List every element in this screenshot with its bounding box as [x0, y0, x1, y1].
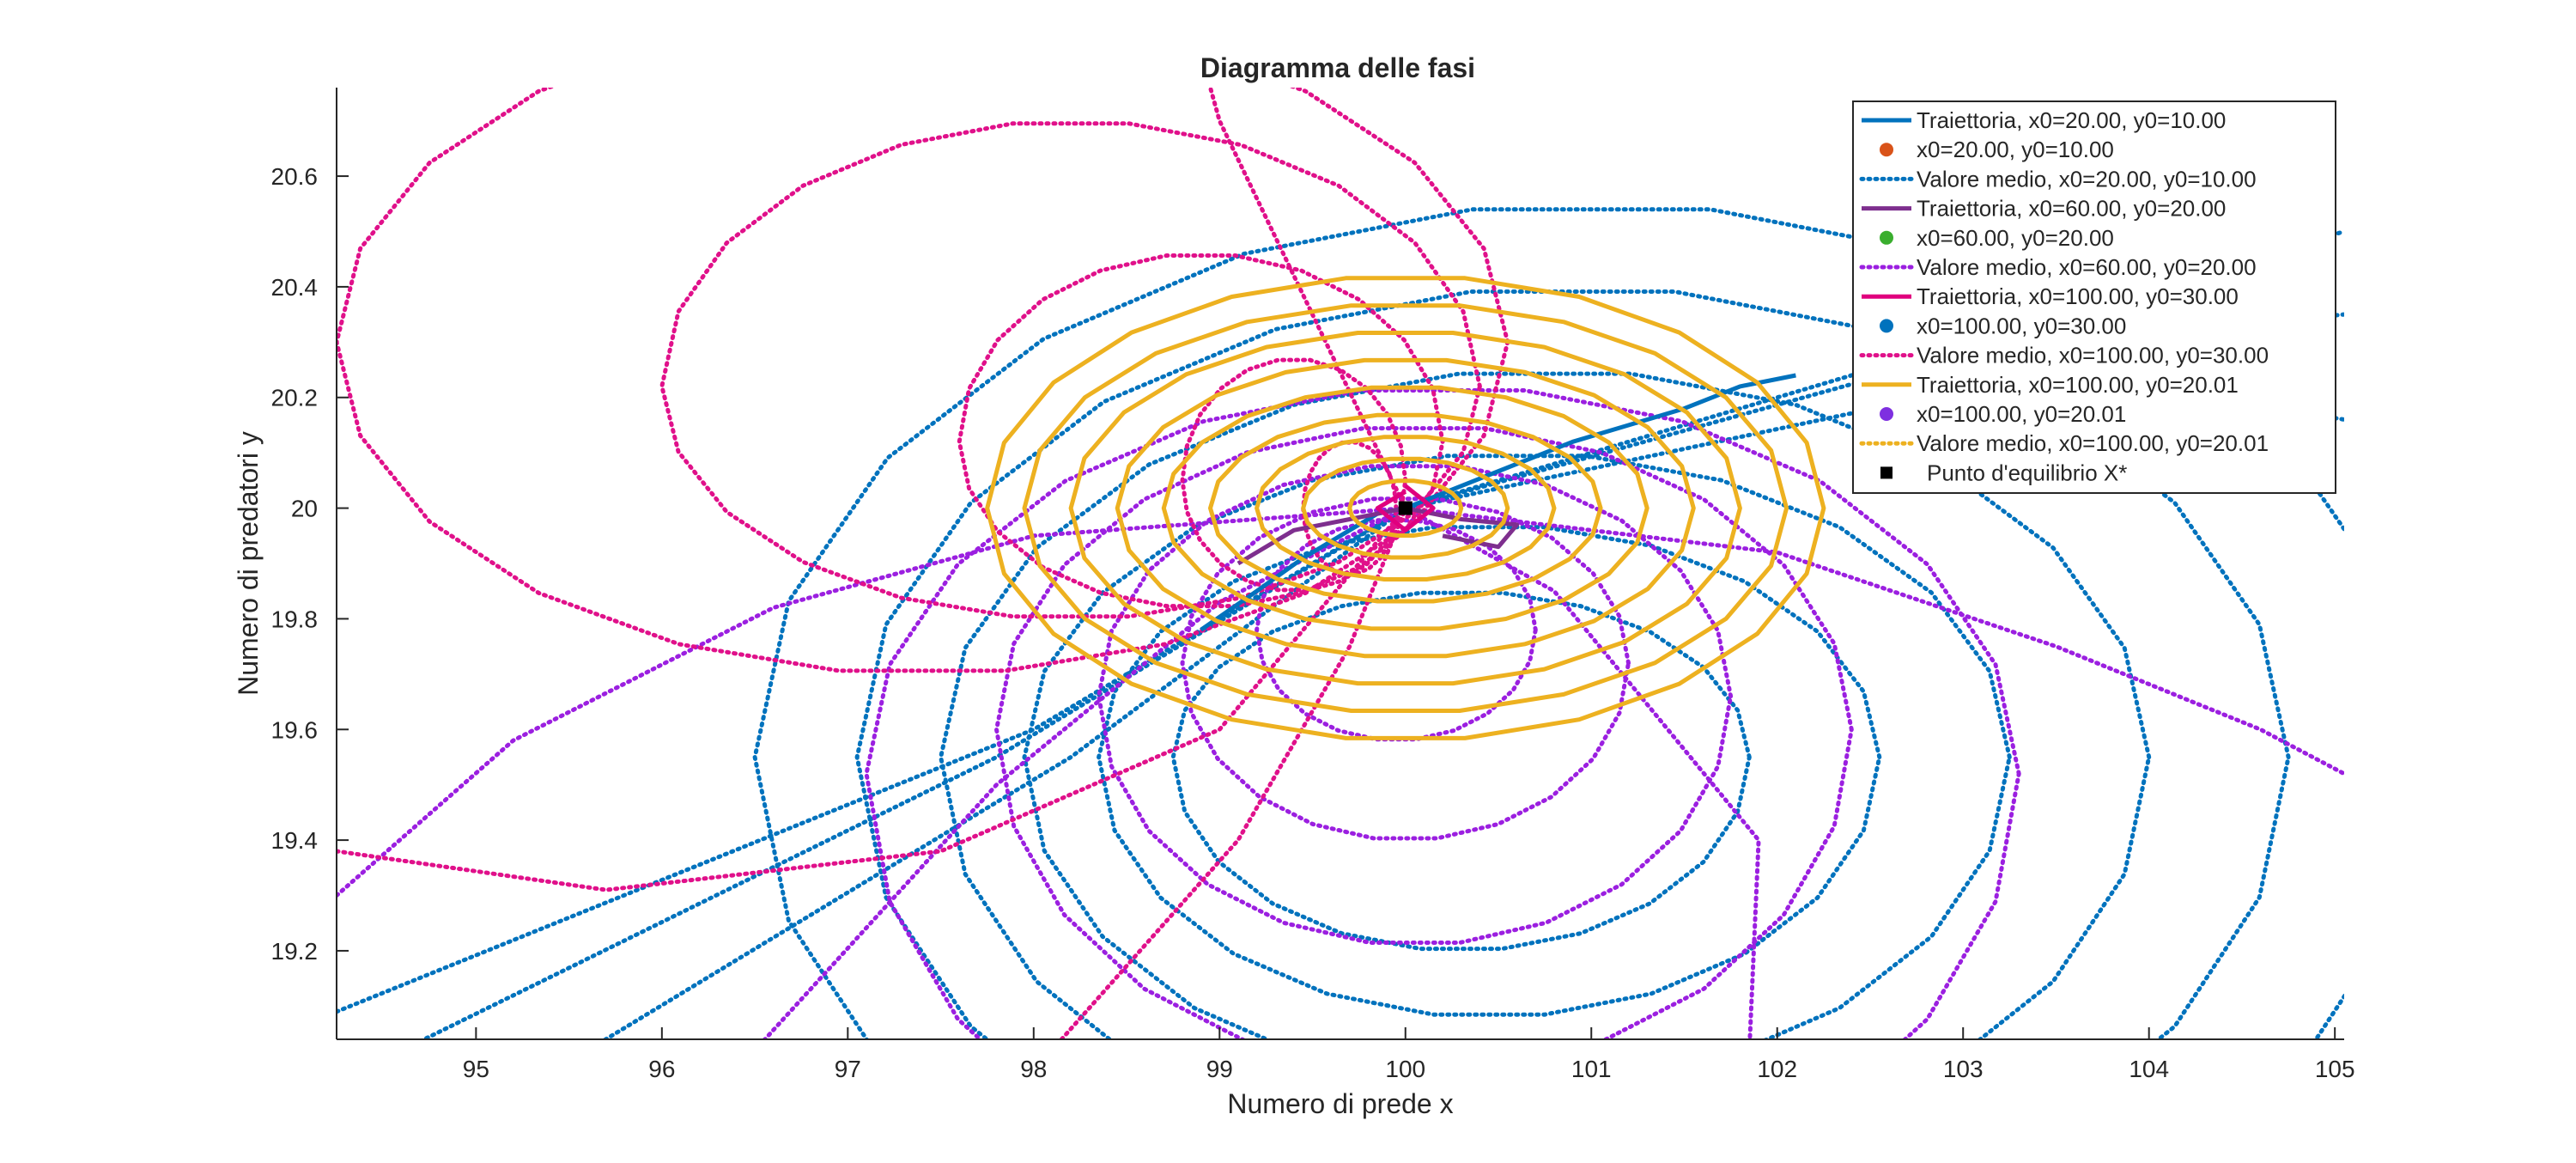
legend-label: Traiettoria, x0=100.00, y0=20.01: [1917, 372, 2239, 398]
legend-entry-12: Punto d'equilibrio X*: [1880, 460, 2127, 485]
legend-label: Traiettoria, x0=100.00, y0=30.00: [1917, 283, 2239, 309]
x-tick-label: 101: [1571, 1056, 1612, 1082]
y-tick-label: 20: [291, 496, 318, 522]
legend: Traiettoria, x0=20.00, y0=10.00 x0=20.00,…: [1852, 100, 2336, 494]
legend-label: Valore medio, x0=100.00, y0=30.00: [1917, 343, 2269, 368]
series-loop-1: [1097, 525, 1882, 1017]
legend-items: Traiettoria, x0=20.00, y0=10.00 x0=20.00,…: [1859, 107, 2269, 485]
x-tick-label: 104: [2129, 1056, 2169, 1082]
legend-label: x0=20.00, y0=10.00: [1917, 137, 2114, 162]
legend-label: Traiettoria, x0=60.00, y0=20.00: [1917, 196, 2226, 222]
legend-marker-dot: [1880, 319, 1893, 333]
y-tick-label: 20.6: [271, 163, 319, 190]
legend-label: Traiettoria, x0=20.00, y0=10.00: [1917, 107, 2226, 133]
series-loop-2: [1097, 464, 1734, 945]
series-loop-0: [1255, 518, 1538, 742]
legend-label: Valore medio, x0=100.00, y0=20.01: [1917, 430, 2269, 456]
series-loop-2: [1022, 454, 2012, 1039]
legend-marker-dot: [1880, 230, 1893, 245]
y-ticks: 19.2 19.4 19.6 19.8 20 20.2 20.4 20.6: [271, 163, 349, 965]
legend-entry-10: x0=100.00, y0=20.01: [1880, 401, 2126, 427]
series-trajectory-line: [1236, 506, 1520, 566]
legend-entry-8: Valore medio, x0=100.00, y0=30.00: [1859, 343, 2269, 368]
legend-label: Valore medio, x0=20.00, y0=10.00: [1917, 166, 2257, 192]
legend-label: x0=100.00, y0=30.00: [1917, 313, 2126, 338]
legend-entry-11: Valore medio, x0=100.00, y0=20.01: [1859, 430, 2269, 456]
series-loop-3: [659, 121, 1482, 619]
x-tick-label: 97: [835, 1056, 861, 1082]
legend-label: x0=60.00, y0=20.00: [1917, 225, 2114, 251]
series-loop-6: [1068, 331, 1742, 686]
series-loop-4: [1161, 385, 1649, 631]
series-2: [337, 88, 1510, 1039]
series-loop-4: [864, 388, 2021, 1039]
legend-entry-6: Traiettoria, x0=100.00, y0=30.00: [1862, 283, 2239, 309]
x-tick-label: 100: [1385, 1056, 1425, 1082]
x-tick-label: 103: [1943, 1056, 1984, 1082]
legend-label: Punto d'equilibrio X*: [1927, 460, 2127, 485]
y-tick-label: 19.8: [271, 606, 319, 632]
y-tick-label: 19.6: [271, 716, 319, 743]
series-loop-2: [1255, 435, 1557, 582]
x-axis-label: Numero di prede x: [1227, 1088, 1453, 1119]
chart-title: Diagramma delle fasi: [1200, 52, 1475, 83]
y-tick-label: 20.4: [271, 274, 319, 301]
legend-entry-3: Traiettoria, x0=60.00, y0=20.00: [1862, 196, 2226, 222]
y-tick-label: 19.2: [271, 938, 319, 965]
series-loop-7: [1022, 303, 1789, 713]
legend-entry-7: x0=100.00, y0=30.00: [1880, 313, 2126, 338]
x-tick-label: 99: [1206, 1056, 1233, 1082]
x-tick-label: 96: [648, 1056, 675, 1082]
x-tick-label: 105: [2315, 1056, 2355, 1082]
series-4: [1236, 506, 1520, 566]
series-loop-3: [939, 371, 2152, 1039]
x-tick-label: 98: [1020, 1056, 1047, 1082]
legend-entry-0: Traiettoria, x0=20.00, y0=10.00: [1862, 107, 2226, 133]
legend-entry-1: x0=20.00, y0=10.00: [1880, 137, 2114, 162]
series-loop-5: [1115, 357, 1696, 659]
legend-label: Valore medio, x0=60.00, y0=20.00: [1917, 254, 2257, 280]
series-loop-0: [1347, 478, 1464, 538]
legend-entry-2: Valore medio, x0=20.00, y0=10.00: [1859, 166, 2257, 192]
legend-box: [1852, 100, 2336, 494]
x-tick-label: 102: [1757, 1056, 1797, 1082]
legend-marker-dot: [1880, 143, 1893, 157]
equilibrium-layer: [1398, 501, 1413, 515]
series-loop-3: [1208, 412, 1603, 604]
axes: 95 96 97 98 99 100 101 102 103 104 105 19.219.419.…: [233, 88, 2355, 1119]
series-loop-3: [993, 426, 1854, 1039]
legend-marker-square: [1880, 466, 1893, 479]
legend-label: x0=100.00, y0=20.01: [1917, 401, 2126, 427]
series-loop-8: [985, 276, 1826, 740]
y-tick-label: 20.2: [271, 385, 319, 411]
series-ray-0: [337, 506, 1408, 892]
legend-entry-9: Traiettoria, x0=100.00, y0=20.01: [1862, 372, 2239, 398]
series-ray-2: [1403, 506, 1761, 1039]
series-ray-1: [762, 506, 1408, 1039]
legend-entry-4: x0=60.00, y0=20.00: [1880, 225, 2114, 251]
legend-entry-5: Valore medio, x0=60.00, y0=20.00: [1859, 254, 2257, 280]
legend-marker-dot: [1880, 407, 1893, 421]
y-tick-label: 19.4: [271, 827, 319, 854]
series-6: [985, 276, 1826, 740]
series-5: [1375, 484, 1436, 533]
series-trajectory-line: [1375, 484, 1436, 533]
series-loop-1: [1301, 456, 1510, 560]
x-tick-label: 95: [463, 1056, 489, 1082]
y-axis-label: Numero di predatori y: [233, 431, 264, 696]
equilibrium-point-marker: [1398, 501, 1413, 515]
x-ticks: 95 96 97 98 99 100 101 102 103 104 105: [463, 1027, 2355, 1082]
